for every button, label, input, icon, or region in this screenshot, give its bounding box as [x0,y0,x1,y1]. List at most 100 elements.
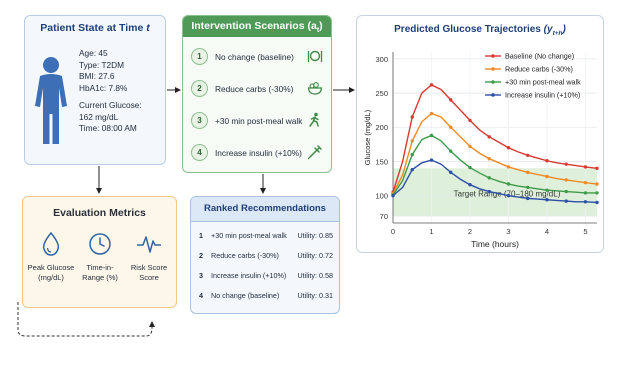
series-point [429,83,434,87]
series-point [468,165,472,170]
series-point [583,191,588,195]
series-point [487,157,491,161]
series-point [429,111,434,116]
clock-icon [89,233,111,255]
glucose-chart-panel: Predicted Glucose Trajectories (yt+h) 70… [356,15,604,253]
series-point [526,153,530,157]
scenario-item[interactable]: 1 No change (baseline) [191,48,294,65]
metric-time-in-range: Time-in-Range (%) [76,231,124,283]
series-point [468,144,472,149]
x-tick-label: 1 [429,227,433,236]
y-axis-label: Glucose (mg/dL) [363,109,372,165]
series-point [545,174,549,179]
series-point [391,193,395,198]
y-tick-label: 250 [375,89,388,98]
x-axis-label: Time (hours) [471,239,519,249]
legend-marker [491,80,495,84]
legend-label: Reduce carbs (-30%) [505,65,573,74]
series-line [392,134,597,196]
x-tick-label: 2 [468,227,472,236]
series-point [595,182,599,186]
series-point [526,170,530,175]
series-point [545,198,549,202]
evaluation-title: Evaluation Metrics [53,207,146,219]
y-tick-label: 300 [375,55,388,64]
series-point [410,167,414,172]
series-point [564,189,568,194]
ranked-title: Ranked Recommendations [191,197,339,222]
intervention-panel-title: Intervention Scenarios (at) [183,16,331,37]
series-point [506,146,511,150]
y-tick-label: 150 [375,157,388,166]
series-point [545,188,549,192]
metric-risk-score: Risk Score Score [125,231,173,283]
patient-type: Type: T2DM [79,59,125,70]
y-tick-label: 200 [375,123,388,132]
series-point [468,118,472,123]
legend-label: +30 min post-meal walk [505,78,581,87]
series-point [564,178,568,182]
plate-cutlery-icon [307,50,323,62]
series-point [449,149,453,153]
series-point [410,115,414,119]
series-point [506,193,511,198]
series-point [583,180,588,185]
ranked-row[interactable]: 1 +30 min post-meal walk Utility: 0.85 [199,231,333,240]
drop-icon [42,231,60,256]
scenario-item[interactable]: 3 +30 min post-meal walk [191,112,302,129]
legend-marker [491,54,495,58]
series-point [595,166,599,170]
series-point [583,165,588,169]
series-point [429,133,434,138]
patient-glucose-value: 162 mg/dL [79,111,119,122]
patient-state-panel: Patient State at Time t Age: 45 Type: T2… [24,15,166,165]
syringe-icon [307,145,322,160]
legend-label: Baseline (No change) [505,52,574,61]
ranked-recommendations-panel: Ranked Recommendations 1 +30 min post-mea… [190,196,340,314]
series-point [595,191,599,195]
intervention-scenarios-panel: Intervention Scenarios (at) 1 No change (… [182,15,332,173]
scenario-item[interactable]: 2 Reduce carbs (-30%) [191,80,293,97]
series-point [595,200,599,205]
ranked-row[interactable]: 3 Increase insulin (+10%) Utility: 0.58 [199,271,333,280]
patient-time: Time: 08:00 AM [79,123,137,133]
person-icon [35,57,67,144]
pulse-icon [137,236,161,253]
series-point [564,162,568,166]
series-line [392,83,598,193]
ranked-row[interactable]: 2 Reduce carbs (-30%) Utility: 0.72 [199,251,333,260]
legend-marker [491,93,495,97]
walking-person-icon [309,112,319,127]
series-line [392,112,598,194]
series-point [487,135,491,139]
patient-age: Age: 45 [79,48,108,58]
target-range-label: Target Range (70–180 mg/dL) [454,189,561,198]
glucose-chart: 70 100 150 200 250 300 0 1 2 3 4 5 Time (hours) Gluco… [363,52,599,249]
series-point [564,199,568,203]
patient-hba1c: HbA1c: 7.8% [79,82,128,93]
series-point [410,152,414,157]
legend-marker [491,67,495,71]
series-point [545,159,549,163]
patient-panel-title: Patient State at Time t [40,22,150,34]
series-point [449,170,453,175]
series-point [429,158,434,162]
ranked-row[interactable]: 4 No change (baseline) Utility: 0.31 [199,291,333,300]
patient-glucose-label: Current Glucose: [79,100,142,110]
series-point [506,165,511,169]
y-tick-label: 100 [375,192,388,201]
x-tick-label: 0 [391,227,395,236]
y-tick-label: 70 [380,212,388,221]
series-point [449,125,453,129]
series-point [506,182,511,186]
scenario-item[interactable]: 4 Increase insulin (+10%) [191,144,302,161]
x-tick-label: 4 [545,227,549,236]
x-tick-label: 5 [583,227,587,236]
chart-title: Predicted Glucose Trajectories (yt+h) [394,24,566,37]
series-point [487,176,491,180]
metric-peak-glucose: Peak Glucose (mg/dL) [27,231,75,283]
legend-label: Increase insulin (+10%) [505,91,580,100]
series-point [526,185,530,190]
patient-bmi: BMI: 27.6 [79,71,115,81]
series-point [583,200,588,204]
